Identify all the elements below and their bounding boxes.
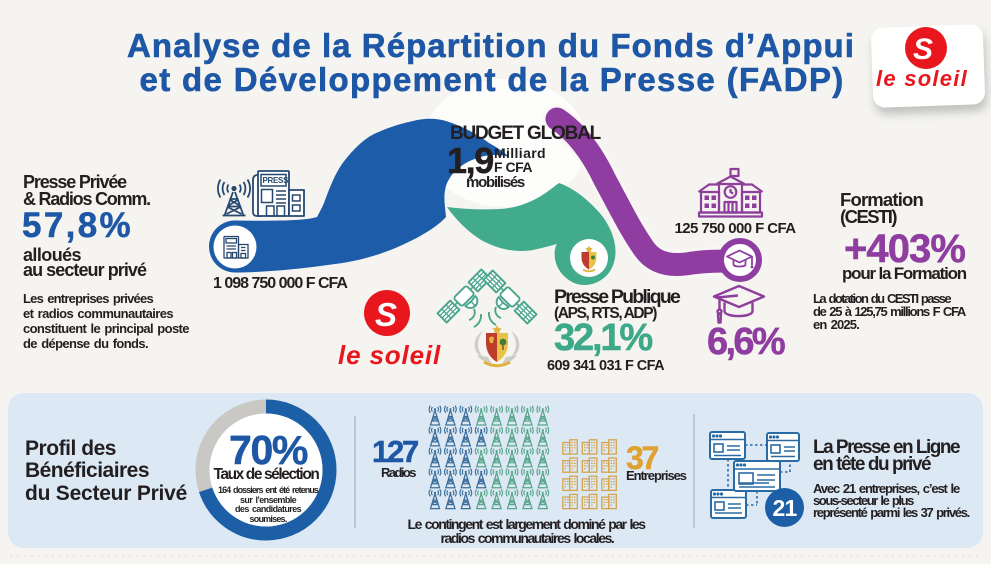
svg-text:PRESS: PRESS [263, 176, 290, 185]
